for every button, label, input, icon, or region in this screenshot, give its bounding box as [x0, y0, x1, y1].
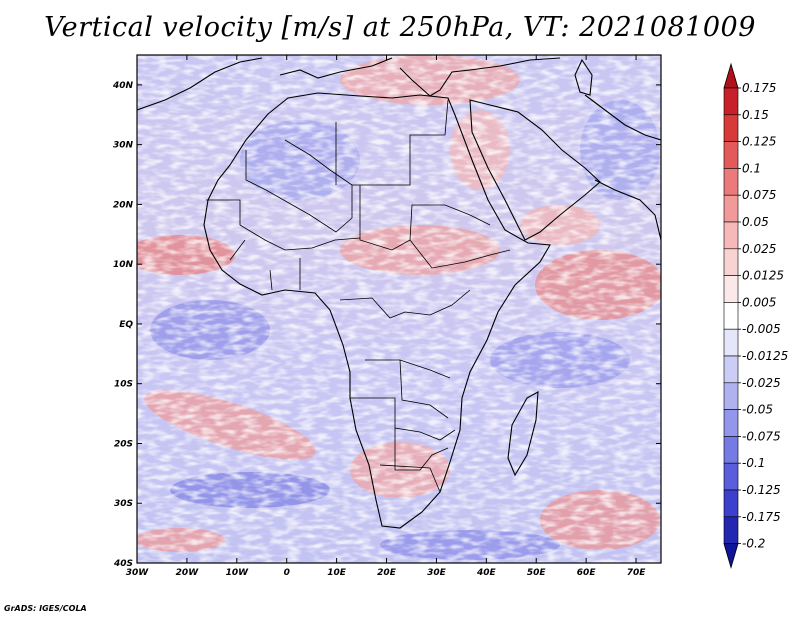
colorbar: 0.175 0.15 0.125 0.1 0.075 0.05 0.025 0.0125 0.0…: [723, 62, 788, 570]
colorbar-label: 0.1: [742, 161, 761, 175]
colorbar-label: 0.15: [742, 108, 769, 122]
colorbar-label: -0.075: [742, 429, 781, 443]
lat-label: 20S: [114, 439, 133, 449]
colorbar-swatch: [723, 462, 739, 491]
lon-label: 0: [284, 568, 290, 578]
lat-label: 40S: [113, 559, 133, 569]
country-borders: [206, 99, 511, 493]
lat-label: 20N: [113, 200, 134, 210]
lon-label: 30E: [427, 568, 447, 578]
colorbar-swatch: [723, 248, 739, 276]
colorbar-swatch: [723, 516, 739, 544]
map-frame: [136, 54, 662, 564]
madagascar-coastline: [507, 391, 539, 477]
colorbar-swatch: [723, 409, 739, 437]
asia-coastline: [584, 94, 661, 241]
colorbar-label: -0.1: [742, 456, 765, 470]
lon-label: 10E: [327, 568, 347, 578]
lon-label: 30W: [126, 568, 150, 578]
longitude-axis: 30W 20W 10W 0 10E 20E 30E 40E 50E 60E 70E: [126, 55, 646, 578]
colorbar-label: -0.05: [742, 403, 773, 417]
lon-label: 70E: [627, 568, 647, 578]
latitude-axis: 40N 30N 20N 10N EQ 10S 20S 30S 40S: [112, 81, 661, 569]
lon-label: 50E: [527, 568, 547, 578]
colorbar-min-arrow: [723, 543, 739, 570]
lon-label: 40E: [476, 568, 497, 578]
caspian-coastline: [574, 58, 593, 96]
colorbar-label: 0.0125: [742, 269, 784, 283]
colorbar-label: 0.175: [742, 81, 776, 95]
map-title: Vertical velocity [m/s] at 250hPa, VT: 2…: [44, 12, 756, 43]
lon-label: 20E: [377, 568, 397, 578]
lat-label: 40N: [112, 81, 134, 91]
colorbar-swatch: [723, 382, 739, 410]
lat-label: 10S: [114, 380, 133, 390]
colorbar-swatch: [723, 328, 739, 357]
colorbar-max-arrow: [723, 62, 739, 89]
colorbar-label: 0.075: [742, 188, 776, 202]
colorbar-label: -0.125: [742, 483, 781, 497]
colorbar-swatch: [723, 114, 739, 142]
colorbar-swatch: [723, 168, 739, 196]
colorbar-swatch: [723, 275, 739, 303]
lat-label: 30N: [113, 141, 134, 151]
lat-label: 30S: [114, 499, 133, 509]
colorbar-swatch: [723, 489, 739, 518]
colorbar-label: 0.005: [742, 295, 776, 309]
colorbar-swatch: [723, 141, 739, 169]
colorbar-label: -0.0125: [742, 349, 788, 363]
arabia-coastline: [469, 99, 601, 241]
colorbar-label: -0.175: [742, 510, 781, 524]
colorbar-swatch: [723, 194, 739, 223]
colorbar-swatch: [723, 355, 739, 384]
colorbar-label: 0.025: [742, 242, 776, 256]
colorbar-label: -0.005: [742, 322, 781, 336]
lat-label: EQ: [119, 320, 133, 330]
colorbar-label: -0.2: [742, 537, 765, 551]
lat-label: 10N: [113, 260, 134, 270]
coastlines: [137, 57, 661, 529]
colorbar-swatch: [723, 436, 739, 464]
colorbar-label: 0.05: [742, 215, 769, 229]
colorbar-swatch: [723, 302, 739, 330]
colorbar-label: 0.125: [742, 135, 776, 149]
lon-label: 20W: [176, 568, 200, 578]
vertical-velocity-field: [137, 55, 661, 563]
colorbar-label: -0.025: [742, 376, 781, 390]
africa-coastline: [203, 92, 551, 529]
colorbar-swatch: [723, 87, 739, 116]
grads-credit: GrADS: IGES/COLA: [4, 604, 87, 613]
colorbar-swatch: [723, 221, 739, 250]
lon-label: 60E: [577, 568, 597, 578]
lon-label: 10W: [226, 568, 250, 578]
europe-coastline: [137, 57, 561, 111]
